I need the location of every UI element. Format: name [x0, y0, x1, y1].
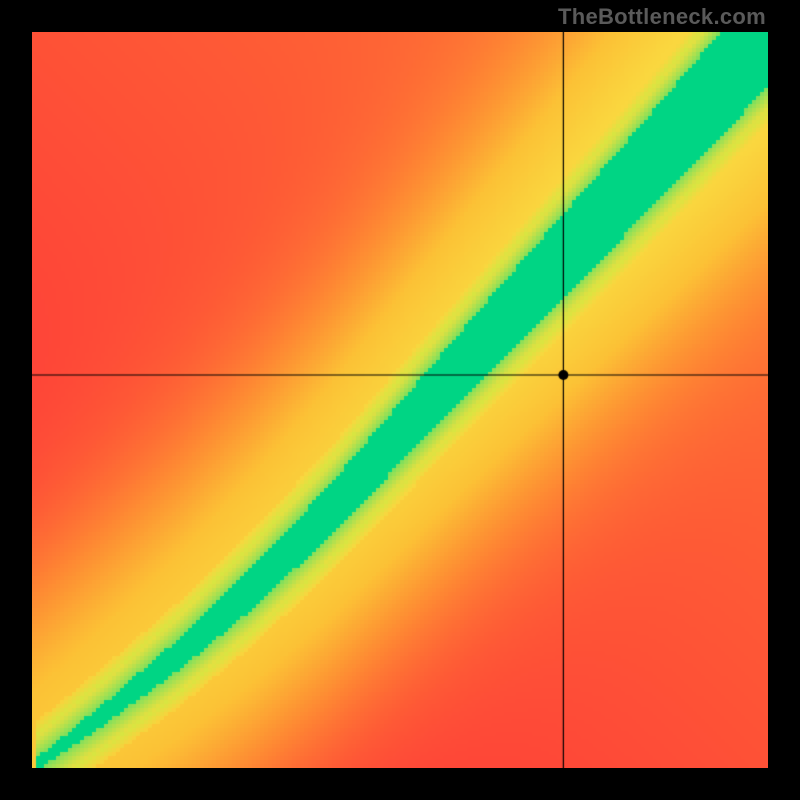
watermark-text: TheBottleneck.com: [558, 4, 766, 30]
bottleneck-heatmap: [32, 32, 768, 768]
chart-container: { "watermark": { "text": "TheBottleneck.…: [0, 0, 800, 800]
